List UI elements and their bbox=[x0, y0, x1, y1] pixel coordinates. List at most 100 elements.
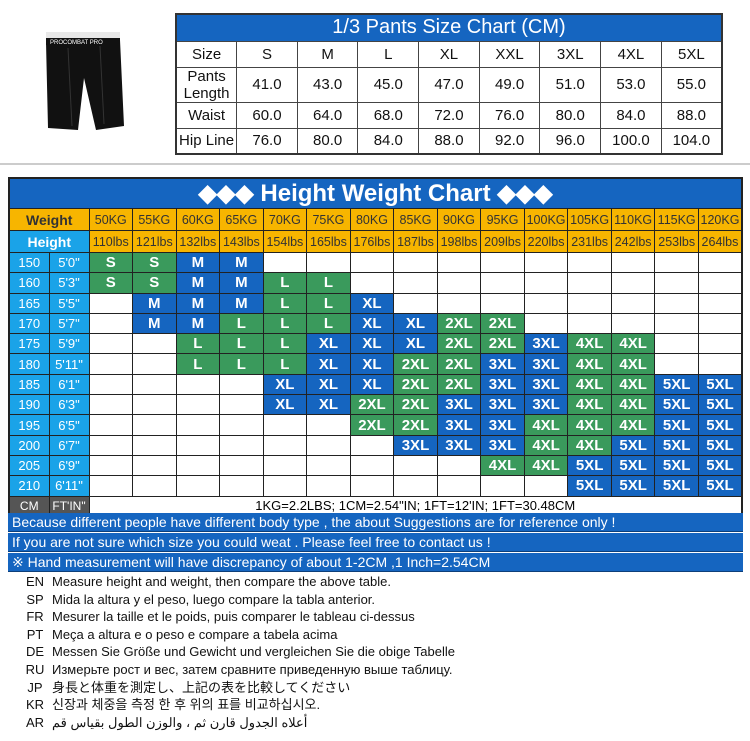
empty-cell bbox=[567, 312, 612, 335]
pants-cell: 60.0 bbox=[236, 101, 298, 129]
empty-cell bbox=[262, 251, 308, 274]
height-cm: 165 bbox=[8, 292, 50, 314]
weight-kg-header: 75KG bbox=[306, 208, 351, 231]
empty-cell bbox=[697, 333, 743, 355]
weight-lbs-header: 242lbs bbox=[610, 230, 656, 253]
size-cell: 5XL bbox=[654, 454, 699, 477]
size-cell: 2XL bbox=[349, 414, 395, 436]
empty-cell bbox=[132, 353, 177, 375]
weight-lbs-header: 187lbs bbox=[393, 230, 438, 253]
language-line: SP Mida la altura y el peso, luego compar… bbox=[18, 591, 455, 609]
height-cm: 185 bbox=[8, 373, 50, 396]
empty-cell bbox=[523, 251, 569, 274]
pants-row: Waist 60.0 64.0 68.0 72.0 76.0 80.0 84.0 88.0 bbox=[175, 101, 723, 129]
pants-cell: 96.0 bbox=[539, 127, 602, 155]
weight-kg-header: 95KG bbox=[480, 208, 525, 231]
pants-cell: 88.0 bbox=[418, 127, 480, 155]
size-cell: M bbox=[175, 272, 221, 294]
height-ft: 5'11" bbox=[48, 353, 90, 375]
size-cell: 4XL bbox=[567, 414, 612, 436]
empty-cell bbox=[262, 475, 308, 497]
size-cell: L bbox=[219, 333, 264, 355]
empty-cell bbox=[697, 272, 743, 294]
weight-kg-header: 50KG bbox=[88, 208, 134, 231]
empty-cell bbox=[262, 434, 308, 456]
empty-cell bbox=[523, 312, 569, 335]
weight-kg-header: 120KG bbox=[697, 208, 743, 231]
size-cell: 4XL bbox=[610, 394, 656, 416]
compression-shorts-image: PROCOMBAT PRO bbox=[46, 32, 124, 130]
empty-cell bbox=[175, 394, 221, 416]
size-cell: 2XL bbox=[436, 312, 482, 335]
empty-cell bbox=[88, 312, 134, 335]
empty-cell bbox=[436, 272, 482, 294]
size-cell: 3XL bbox=[523, 394, 569, 416]
empty-cell bbox=[654, 292, 699, 314]
empty-cell bbox=[436, 292, 482, 314]
size-cell: XL bbox=[349, 373, 395, 396]
size-cell: L bbox=[306, 272, 351, 294]
empty-cell bbox=[436, 475, 482, 497]
size-cell: 2XL bbox=[436, 333, 482, 355]
language-code: EN bbox=[25, 574, 45, 589]
pants-cell: XL bbox=[418, 40, 480, 68]
empty-cell bbox=[175, 454, 221, 477]
empty-cell bbox=[175, 373, 221, 396]
pants-cell: 76.0 bbox=[478, 101, 541, 129]
pants-cell: 100.0 bbox=[600, 127, 662, 155]
language-text: أعلاه الجدول قارن ثم ، والوزن الطول بقيا… bbox=[52, 714, 308, 730]
empty-cell bbox=[610, 272, 656, 294]
pants-chart-title: 1/3 Pants Size Chart (CM) bbox=[176, 14, 722, 41]
height-row: 185 6'1" XL XL XL 2XL 2XL 3XL 3XL 4XL 4XL 5XL 5XL bbox=[8, 373, 743, 396]
size-cell: 5XL bbox=[654, 394, 699, 416]
weight-kg-row: Weight 50KG 55KG 60KG 65KG 70KG 75KG 80KG 85KG 90… bbox=[8, 208, 743, 231]
height-weight-chart: ◆◆◆ Height Weight Chart ◆◆◆ Weight 50KG 55… bbox=[8, 177, 743, 518]
language-code: DE bbox=[25, 644, 45, 660]
empty-cell bbox=[132, 373, 177, 396]
size-cell: L bbox=[175, 333, 221, 355]
note-contact: If you are not sure which size you could… bbox=[8, 533, 743, 552]
size-cell: M bbox=[219, 251, 264, 274]
empty-cell bbox=[436, 251, 482, 274]
pants-cell: M bbox=[296, 40, 359, 68]
language-text: Measure height and weight, then compare … bbox=[52, 574, 391, 589]
pants-cell: 53.0 bbox=[600, 66, 662, 103]
empty-cell bbox=[654, 272, 699, 294]
size-cell: 4XL bbox=[567, 394, 612, 416]
size-cell: 3XL bbox=[480, 373, 525, 396]
height-ft: 6'5" bbox=[48, 414, 90, 436]
weight-lbs-header: 253lbs bbox=[654, 230, 699, 253]
empty-cell bbox=[88, 373, 134, 396]
language-instructions: EN Measure height and weight, then compar… bbox=[18, 573, 455, 731]
empty-cell bbox=[88, 454, 134, 477]
language-text: Messen Sie Größe und Gewicht und verglei… bbox=[52, 644, 455, 660]
empty-cell bbox=[480, 292, 525, 314]
size-cell: S bbox=[88, 272, 134, 294]
weight-lbs-header: 220lbs bbox=[523, 230, 569, 253]
size-cell: XL bbox=[393, 312, 438, 335]
size-cell: M bbox=[175, 292, 221, 314]
empty-cell bbox=[697, 312, 743, 335]
empty-cell bbox=[349, 434, 395, 456]
size-cell: 3XL bbox=[436, 434, 482, 456]
weight-lbs-header: 132lbs bbox=[175, 230, 221, 253]
pants-cell: 49.0 bbox=[478, 66, 541, 103]
empty-cell bbox=[436, 454, 482, 477]
language-code: FR bbox=[26, 609, 44, 625]
pants-cell: 64.0 bbox=[296, 101, 359, 129]
weight-lbs-header: 209lbs bbox=[480, 230, 525, 253]
svg-text:PROCOMBAT PRO: PROCOMBAT PRO bbox=[50, 40, 103, 46]
size-cell: 3XL bbox=[480, 414, 525, 436]
size-cell: 2XL bbox=[436, 353, 482, 375]
size-cell: M bbox=[219, 292, 264, 314]
weight-lbs-header: 176lbs bbox=[349, 230, 395, 253]
note-measurement: ※ Hand measurement will have discrepancy… bbox=[8, 553, 743, 572]
size-cell: XL bbox=[306, 353, 351, 375]
size-cell: 5XL bbox=[567, 475, 612, 497]
height-ft: 6'3" bbox=[48, 394, 90, 416]
size-cell: XL bbox=[306, 373, 351, 396]
size-cell: M bbox=[132, 312, 177, 335]
pants-cell: 68.0 bbox=[357, 101, 420, 129]
height-ft: 6'11" bbox=[48, 475, 90, 497]
empty-cell bbox=[132, 475, 177, 497]
